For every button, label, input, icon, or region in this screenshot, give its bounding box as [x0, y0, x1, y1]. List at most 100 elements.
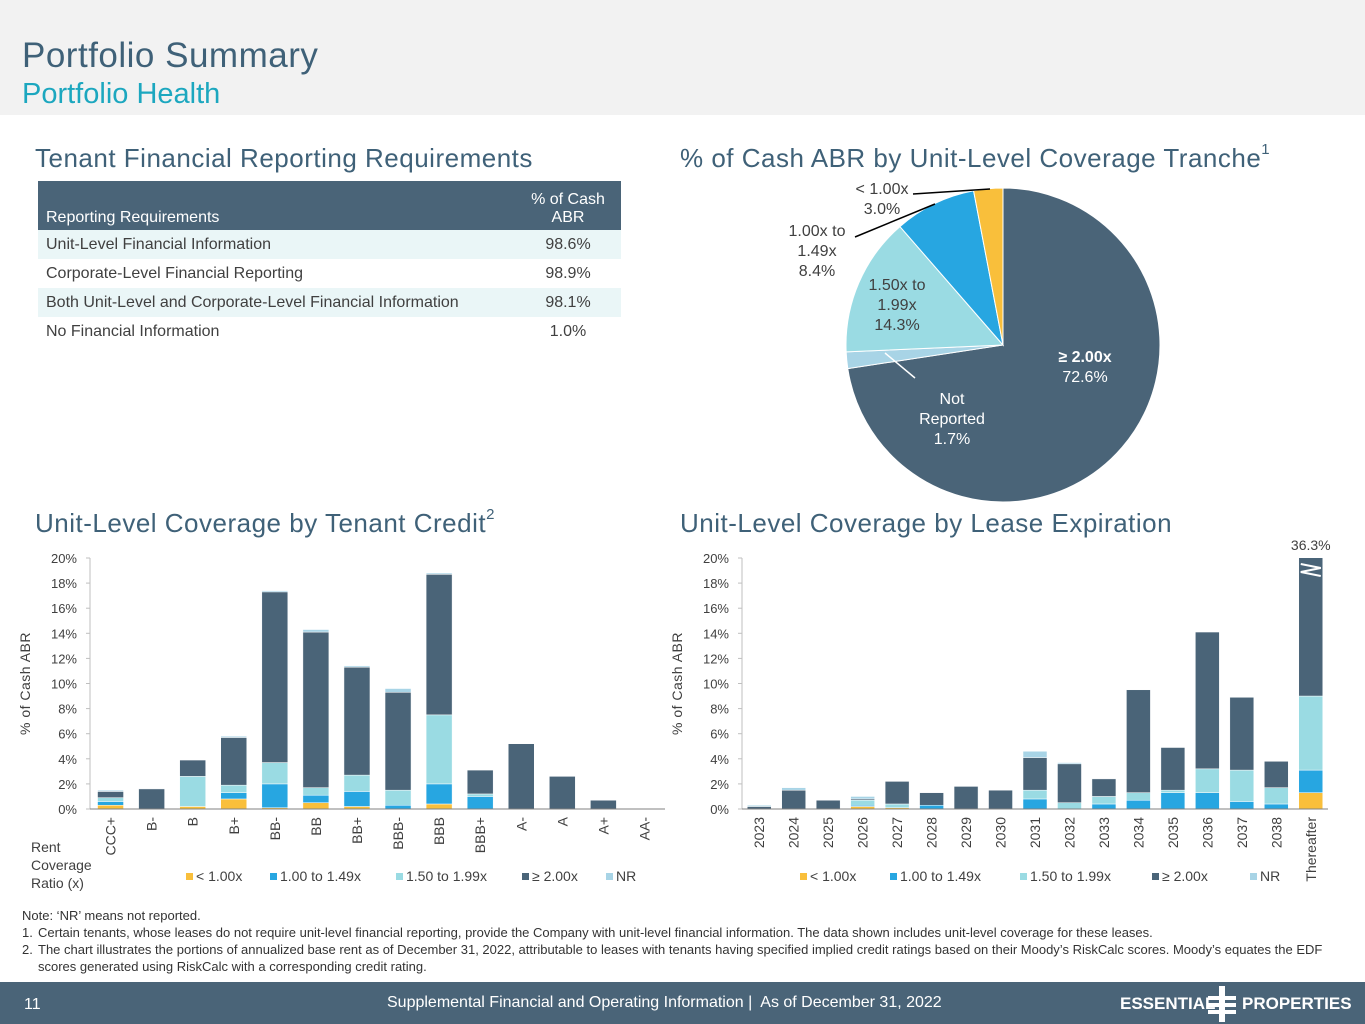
legend-swatch — [522, 873, 529, 880]
bars — [746, 558, 1324, 809]
x-tick-label: 2035 — [1165, 817, 1181, 848]
cell: 98.1% — [545, 293, 591, 311]
bar-segment — [138, 788, 165, 809]
y-tick-label: 10% — [703, 677, 729, 692]
bar-segment — [97, 797, 124, 802]
legend-swatch — [1250, 873, 1257, 880]
bar-segment — [261, 591, 289, 763]
footnote: Certain tenants, whose leases do not req… — [38, 925, 1153, 940]
bar-segment — [1195, 631, 1220, 770]
legend-label: NR — [616, 868, 636, 884]
bar-segment — [1057, 763, 1082, 803]
leader-line — [912, 188, 991, 195]
slice-label: ≥ 2.00x 72.6% — [1040, 348, 1130, 388]
x-tick-label: A- — [513, 817, 529, 831]
annotation: 36.3% — [1291, 537, 1331, 553]
bar-segment — [179, 776, 206, 807]
title-footnote: 2 — [486, 506, 495, 523]
bar-segment — [261, 762, 289, 785]
cell: Unit-Level Financial Information — [46, 235, 271, 253]
x-tick-label: B — [185, 817, 201, 826]
slice-name: Not Reported — [919, 391, 985, 428]
x-tick-label: 2032 — [1061, 817, 1077, 848]
x-tick-label: BB — [308, 817, 324, 836]
bar-segment — [1091, 803, 1117, 809]
y-tick-label: 6% — [710, 727, 729, 742]
legend-label: < 1.00x — [810, 868, 856, 884]
bar-segment — [302, 787, 330, 796]
legend-label: NR — [1260, 868, 1280, 884]
bar-segment — [425, 572, 453, 575]
y-tick-label: 4% — [710, 752, 729, 767]
bar-segment — [97, 789, 124, 792]
x-tick-label: 2027 — [889, 817, 905, 848]
x-tick-label: 2036 — [1199, 817, 1215, 848]
bar-segment — [343, 666, 371, 776]
chart-title: % of Cash ABR by Unit-Level Coverage Tra… — [680, 141, 1270, 174]
bar-segment — [97, 801, 124, 806]
slice-value: 1.7% — [933, 431, 971, 448]
slice-value: 72.6% — [1062, 369, 1108, 386]
title-text: Unit-Level Coverage by Tenant Credit — [35, 508, 487, 538]
bar-segment — [466, 769, 494, 795]
slice-value: 14.3% — [874, 317, 920, 334]
y-tick-label: 6% — [58, 727, 77, 742]
x-tick-label: 2026 — [855, 817, 871, 848]
x-tick-label: BBB- — [390, 817, 406, 850]
cell: 98.9% — [545, 264, 591, 282]
x-tick-label: 2028 — [924, 817, 940, 848]
bar-segment — [1022, 798, 1048, 809]
x-tick-label: B+ — [226, 817, 242, 835]
legend-swatch — [606, 873, 613, 880]
bar-segment — [220, 784, 247, 793]
bar-segment — [220, 735, 247, 738]
bar-segment — [1298, 792, 1324, 809]
legend-swatch — [396, 873, 403, 880]
x-tick-label: CCC+ — [103, 817, 119, 856]
pie-slice — [845, 225, 1005, 353]
y-tick-label: 20% — [51, 551, 77, 566]
bar-segment — [1057, 802, 1082, 809]
y-tick-label: 0% — [58, 802, 77, 817]
x-tick-label: 2031 — [1027, 817, 1043, 848]
bar-segment — [220, 737, 247, 786]
bar-segment — [1022, 789, 1048, 800]
bar-segment — [261, 590, 289, 593]
bar-segment — [1264, 803, 1289, 809]
bar-segment — [1091, 778, 1117, 797]
page-title: Portfolio Summary — [22, 36, 319, 75]
bar-segment — [425, 714, 453, 785]
bar-segment — [781, 787, 806, 791]
x-tick-label: 2038 — [1268, 817, 1284, 848]
bar-segment — [220, 798, 247, 809]
y-tick-label: 14% — [703, 626, 729, 641]
footnote-marker: 2. — [22, 942, 33, 957]
bar-segment — [1229, 697, 1255, 771]
bar-segment — [850, 799, 875, 806]
bar-segment — [1264, 787, 1289, 805]
bar-segment — [508, 743, 535, 809]
bar-segment — [850, 796, 875, 800]
x-tick-label: 2030 — [993, 817, 1009, 848]
bar-segment — [1057, 762, 1082, 765]
bar-segment — [302, 794, 330, 803]
bar-segment — [953, 786, 979, 809]
legend-label: < 1.00x — [196, 868, 242, 884]
legend-label: 1.00 to 1.49x — [900, 868, 981, 884]
y-axis-label: % of Cash ABR — [17, 632, 33, 735]
page-number: 11 — [24, 996, 41, 1013]
y-tick-label: 18% — [703, 576, 729, 591]
bar-segment — [302, 629, 330, 633]
cell: No Financial Information — [46, 322, 220, 340]
bar-segment — [1229, 801, 1255, 809]
x-tick-label: BB+ — [349, 817, 365, 844]
bar-segment — [1298, 695, 1324, 771]
chart-title: Unit-Level Coverage by Tenant Credit2 — [35, 506, 495, 539]
note: Note: ‘NR’ means not reported. — [22, 908, 201, 923]
bar-segment — [919, 792, 944, 806]
bar-segment — [1298, 769, 1324, 793]
y-tick-label: 16% — [51, 601, 77, 616]
legend-label: 1.50 to 1.99x — [406, 868, 487, 884]
y-tick-label: 0% — [710, 802, 729, 817]
